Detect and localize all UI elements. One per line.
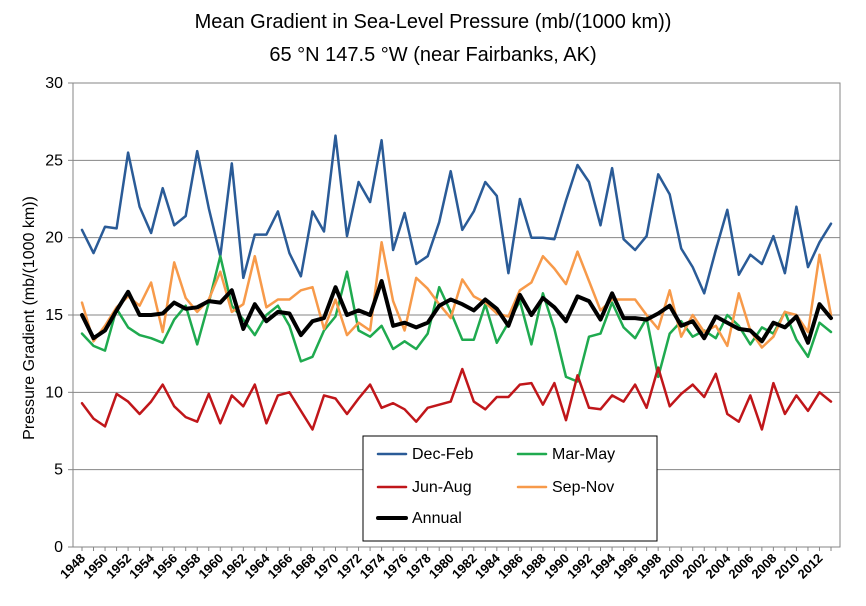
legend-label-mar-may: Mar-May <box>552 446 615 463</box>
legend-label-jun-aug: Jun-Aug <box>412 479 472 496</box>
legend-label-dec-feb: Dec-Feb <box>412 446 473 463</box>
y-tick-label: 20 <box>45 230 63 247</box>
y-tick-label: 25 <box>45 152 63 169</box>
y-tick-label: 30 <box>45 75 63 92</box>
legend: Dec-Feb Mar-May Jun-Aug Sep-Nov Annual <box>362 435 658 542</box>
series-line-dec-feb <box>80 134 833 295</box>
legend-box <box>362 435 658 542</box>
y-tick-label: 15 <box>45 307 63 324</box>
chart-title: Mean Gradient in Sea-Level Pressure (mb/… <box>195 11 672 33</box>
y-tick-label: 5 <box>54 462 63 479</box>
plot-area-border <box>72 82 841 548</box>
series-line-jun-aug <box>80 366 833 431</box>
legend-label-sep-nov: Sep-Nov <box>552 479 614 496</box>
series-lines <box>80 134 833 431</box>
y-tick-label: 0 <box>54 539 63 556</box>
series-line-annual <box>80 279 833 345</box>
y-tick-labels: 0 5 10 15 20 25 30 <box>45 75 63 556</box>
legend-label-annual: Annual <box>412 510 462 527</box>
chart-subtitle: 65 °N 147.5 °W (near Fairbanks, AK) <box>269 44 596 66</box>
y-axis-label: Pressure Gradient (mb/(1000 km)) <box>21 196 38 440</box>
y-tick-label: 10 <box>45 384 63 401</box>
